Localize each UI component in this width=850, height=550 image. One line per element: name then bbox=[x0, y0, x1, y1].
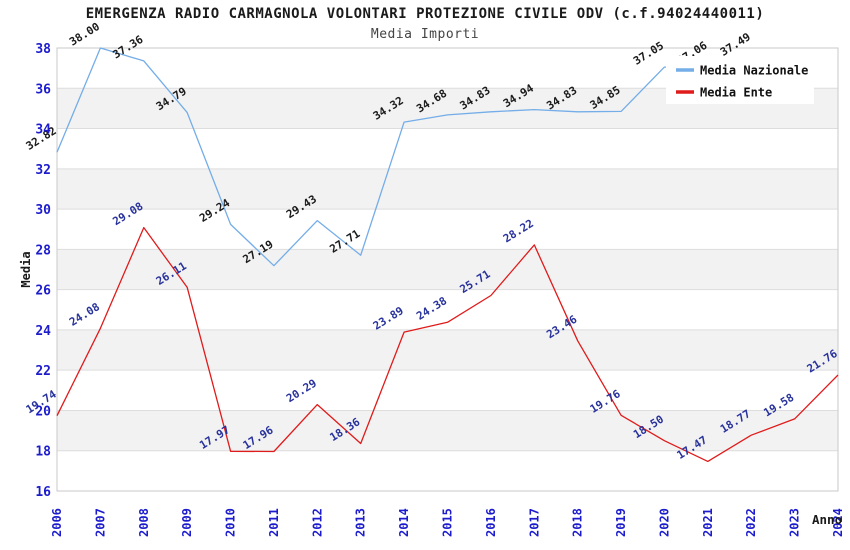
y-tick-label: 24 bbox=[35, 324, 51, 339]
x-axis-title: Anno bbox=[812, 512, 842, 527]
x-tick-label: 2013 bbox=[354, 508, 368, 537]
chart-subtitle: Media Importi bbox=[370, 27, 480, 42]
chart-title: EMERGENZA RADIO CARMAGNOLA VOLONTARI PRO… bbox=[85, 6, 765, 22]
series-line-media-ente bbox=[56, 226, 839, 463]
y-tick-label: 16 bbox=[35, 485, 51, 500]
plot-band bbox=[57, 410, 838, 451]
x-tick-label: 2014 bbox=[397, 508, 411, 537]
x-tick-label: 2015 bbox=[441, 508, 455, 537]
y-tick-label: 38 bbox=[35, 42, 51, 57]
series-line-media-nazionale bbox=[56, 47, 752, 267]
y-tick-label: 22 bbox=[35, 364, 51, 379]
plot-band bbox=[57, 289, 838, 330]
x-tick-label: 2021 bbox=[701, 508, 715, 537]
plot-border bbox=[56, 47, 839, 492]
x-tick-label: 2022 bbox=[744, 508, 758, 537]
y-tick-label: 18 bbox=[35, 445, 51, 460]
x-tick-label: 2007 bbox=[93, 508, 107, 537]
y-tick-label: 26 bbox=[35, 284, 51, 299]
plot-band bbox=[57, 249, 838, 290]
plot-band bbox=[57, 128, 838, 169]
x-tick-label: 2019 bbox=[614, 508, 628, 537]
x-tick-label: 2017 bbox=[527, 508, 541, 537]
y-tick-label: 36 bbox=[35, 82, 51, 97]
x-tick-label: 2023 bbox=[788, 508, 802, 537]
y-tick-label: 32 bbox=[35, 163, 51, 178]
plot-band bbox=[57, 168, 838, 210]
plot-band bbox=[57, 329, 838, 371]
y-tick-label: 28 bbox=[35, 243, 51, 258]
x-tick-label: 2006 bbox=[50, 508, 64, 537]
legend-box bbox=[666, 56, 814, 104]
y-tick-label: 34 bbox=[35, 123, 51, 138]
plot-band bbox=[57, 209, 838, 250]
legend-label: Media Nazionale bbox=[700, 64, 808, 78]
x-tick-label: 2018 bbox=[571, 508, 585, 537]
plot-band bbox=[57, 370, 838, 411]
data-label: 38.00 bbox=[67, 20, 102, 49]
y-tick-label: 30 bbox=[35, 203, 51, 218]
x-tick-label: 2009 bbox=[180, 508, 194, 537]
x-tick-label: 2010 bbox=[224, 508, 238, 537]
x-tick-label: 2016 bbox=[484, 508, 498, 537]
y-tick-label: 20 bbox=[35, 404, 51, 419]
y-axis-title: Media bbox=[19, 251, 33, 287]
x-tick-label: 2024 bbox=[831, 508, 845, 537]
legend-label: Media Ente bbox=[700, 86, 772, 100]
x-tick-label: 2020 bbox=[657, 508, 671, 537]
x-tick-label: 2011 bbox=[267, 508, 281, 537]
x-tick-label: 2008 bbox=[137, 508, 151, 537]
plot-band bbox=[57, 450, 838, 491]
x-tick-label: 2012 bbox=[310, 508, 324, 537]
